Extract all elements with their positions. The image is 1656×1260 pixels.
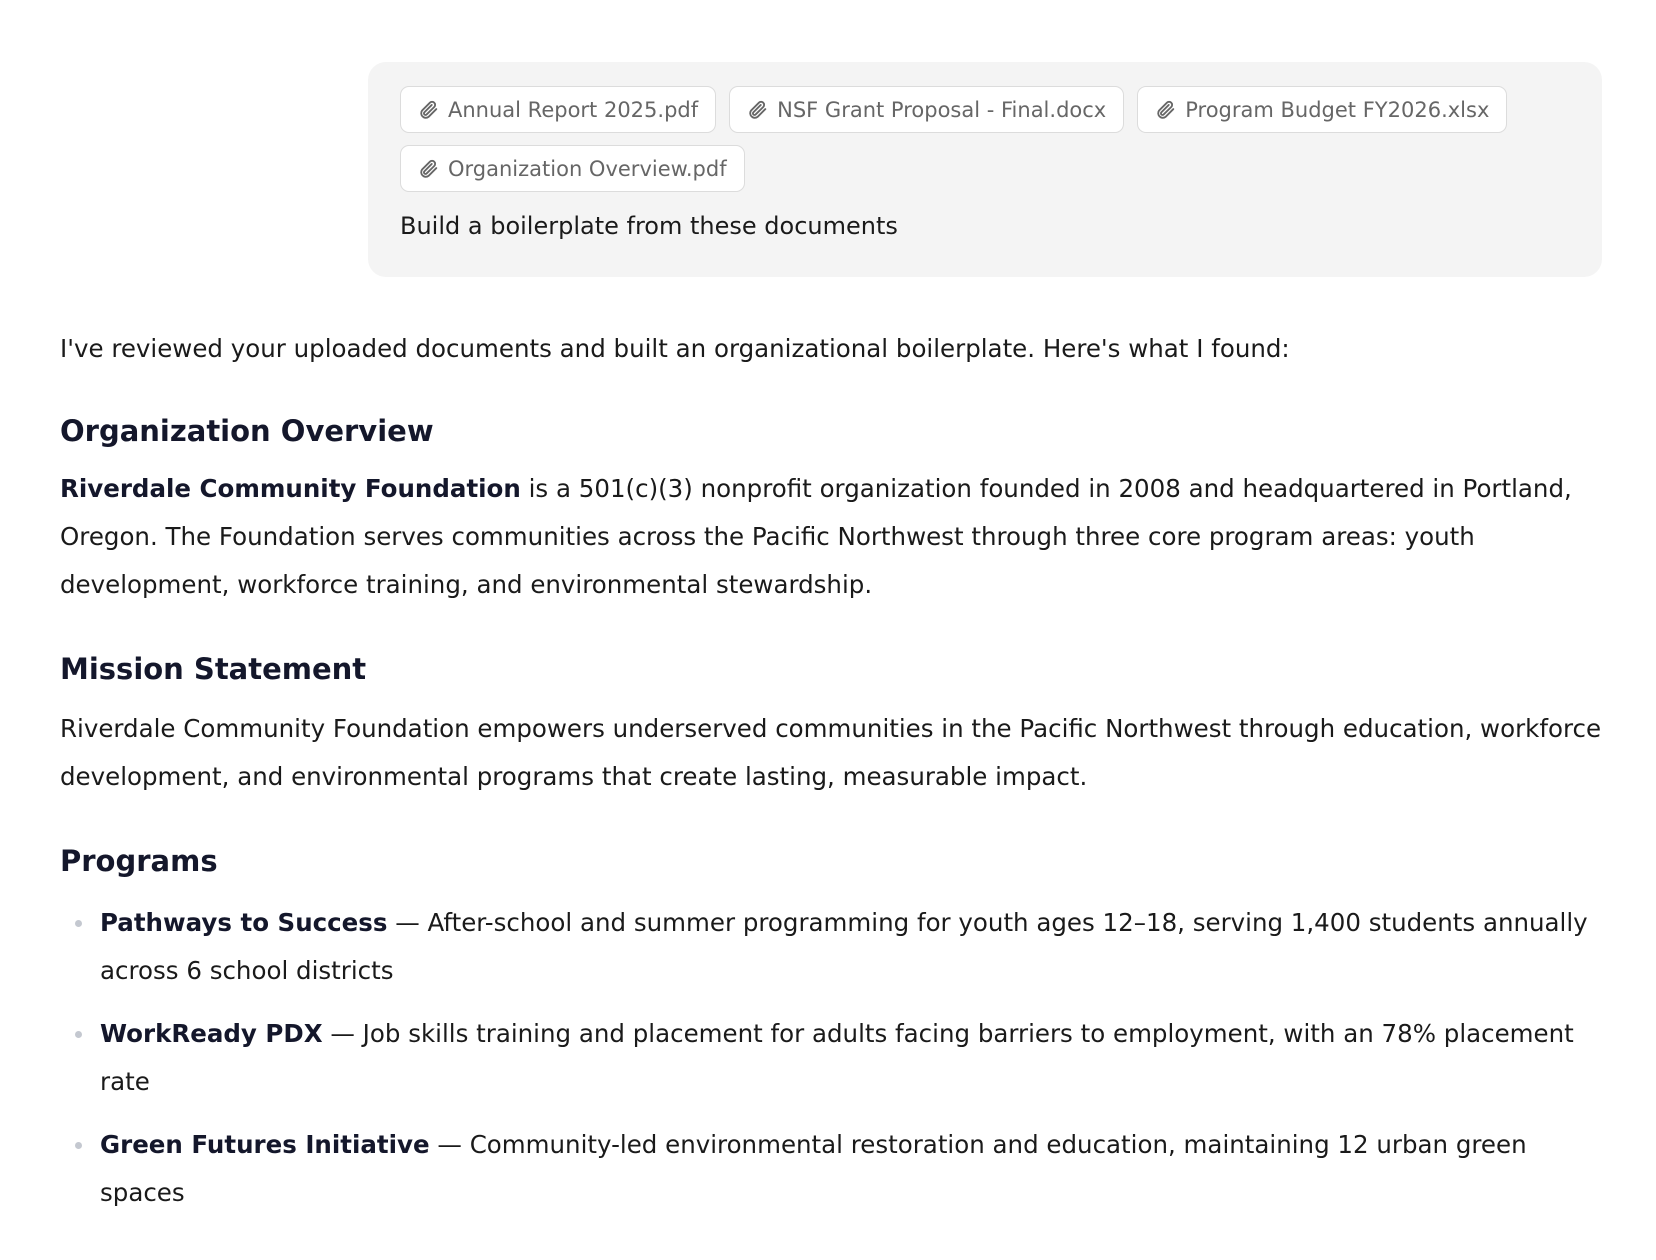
attachment-chip[interactable]: NSF Grant Proposal - Final.docx xyxy=(729,86,1125,133)
program-desc: — Community-led environmental restoratio… xyxy=(100,1130,1527,1207)
attachment-list: Annual Report 2025.pdf NSF Grant Proposa… xyxy=(400,86,1560,192)
attachment-name: Organization Overview.pdf xyxy=(448,156,727,181)
attachment-name: Annual Report 2025.pdf xyxy=(448,97,699,122)
reply-intro: I've reviewed your uploaded documents an… xyxy=(60,334,1290,363)
overview-body: is a 501(c)(3) nonprofit organization fo… xyxy=(60,474,1572,599)
program-desc: — Job skills training and placement for … xyxy=(100,1019,1574,1096)
program-name: Green Futures Initiative xyxy=(100,1130,430,1159)
org-name: Riverdale Community Foundation xyxy=(60,474,521,503)
heading-programs: Programs xyxy=(60,844,218,878)
paperclip-icon xyxy=(1157,100,1175,119)
attachment-chip[interactable]: Annual Report 2025.pdf xyxy=(400,86,717,133)
mission-paragraph: Riverdale Community Foundation empowers … xyxy=(60,714,1602,791)
list-item: Green Futures Initiative — Community-led… xyxy=(75,1121,1610,1217)
program-list: Pathways to Success — After-school and s… xyxy=(60,899,1610,1217)
assistant-reply: I've reviewed your uploaded documents an… xyxy=(60,325,1610,1232)
list-item: WorkReady PDX — Job skills training and … xyxy=(75,1010,1610,1106)
list-item: Pathways to Success — After-school and s… xyxy=(75,899,1610,995)
user-prompt-text: Build a boilerplate from these documents xyxy=(400,212,898,240)
attachment-name: NSF Grant Proposal - Final.docx xyxy=(777,97,1107,122)
paperclip-icon xyxy=(749,100,767,119)
attachment-chip[interactable]: Organization Overview.pdf xyxy=(400,145,745,192)
heading-organization-overview: Organization Overview xyxy=(60,414,434,448)
attachment-chip[interactable]: Program Budget FY2026.xlsx xyxy=(1137,86,1508,133)
user-message: Annual Report 2025.pdf NSF Grant Proposa… xyxy=(368,62,1602,277)
paperclip-icon xyxy=(420,100,438,119)
overview-paragraph: Riverdale Community Foundation is a 501(… xyxy=(60,465,1610,609)
heading-mission-statement: Mission Statement xyxy=(60,652,367,686)
program-name: Pathways to Success xyxy=(100,908,388,937)
program-name: WorkReady PDX xyxy=(100,1019,323,1048)
paperclip-icon xyxy=(420,159,438,178)
attachment-name: Program Budget FY2026.xlsx xyxy=(1185,97,1490,122)
program-desc: — After-school and summer programming fo… xyxy=(100,908,1588,985)
